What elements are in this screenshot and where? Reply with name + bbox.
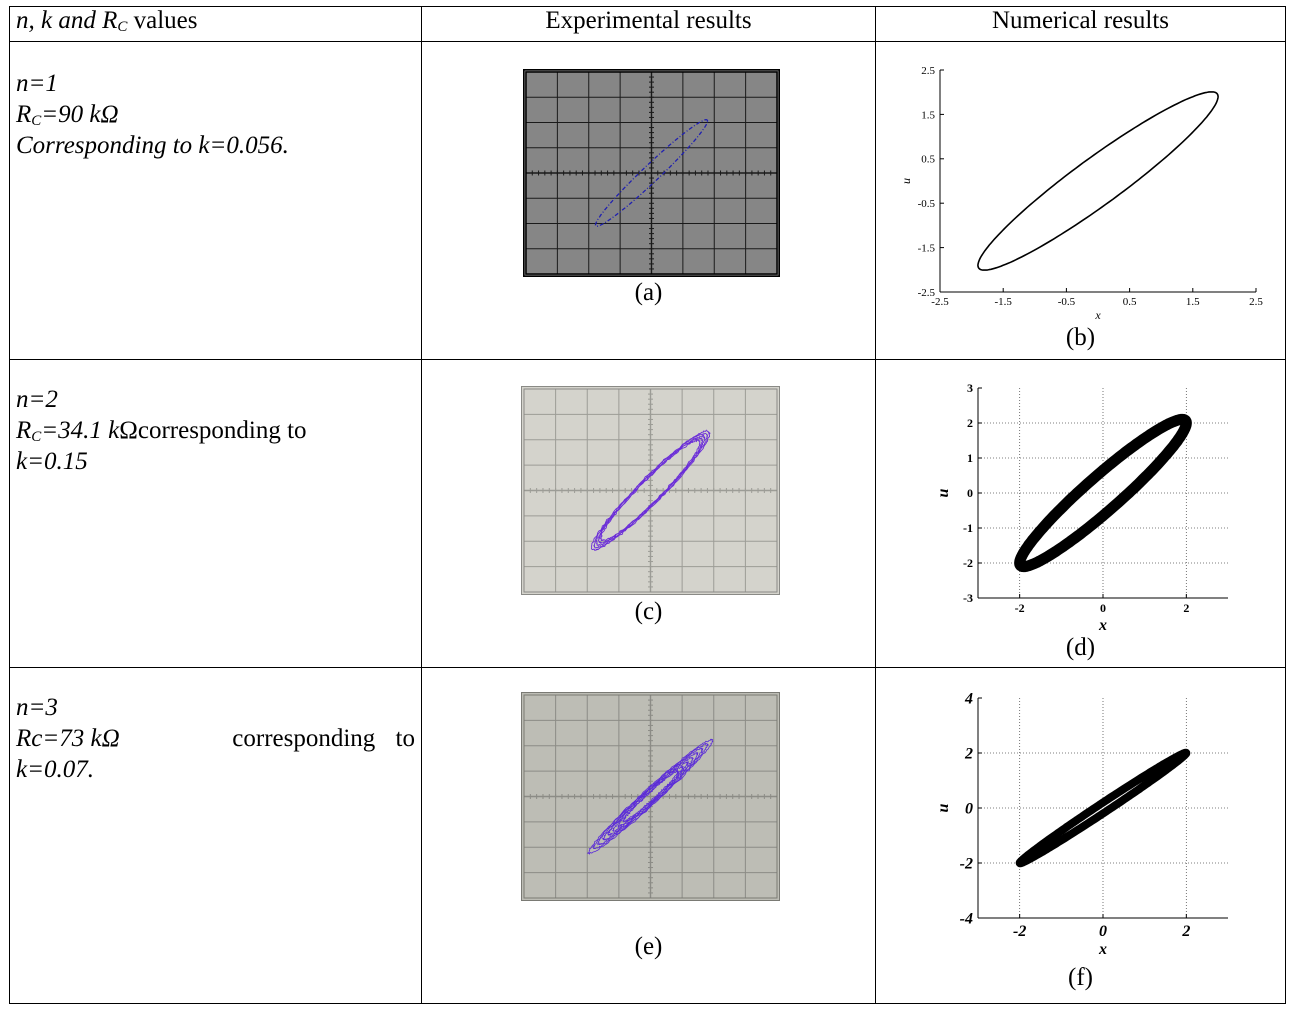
param-rc-subscript: C [31, 113, 41, 129]
param-n: n=3 [16, 692, 415, 723]
oscilloscope-c [521, 386, 780, 595]
y-tick-label: 0.5 [921, 154, 935, 166]
phase-plot-b: -2.5 -1.5 -0.5 0.5 1.5 2.52.51.50.5-0.5-1.5-2… [896, 66, 1276, 321]
numerical-cell: -2.5 -1.5 -0.5 0.5 1.5 2.5 2.5 1.5 0.5 -0.5 -1.5 -2… [876, 42, 1286, 360]
results-table: n, k and RC values Experimental results … [9, 6, 1286, 1004]
table-row: n=2 RC=34.1 kΩcorresponding to k=0.15 (c… [10, 360, 1286, 668]
plot-series-line [978, 92, 1218, 270]
y-tick-label: 4 [964, 692, 973, 708]
plot-frame [940, 70, 1256, 292]
oscilloscope-a [523, 69, 780, 277]
param-k: k=0.07. [16, 754, 415, 785]
x-tick-label: -2 [1015, 601, 1025, 615]
y-tick-label: 2 [967, 416, 973, 430]
x-tick-label: -2 [1013, 923, 1026, 940]
table-row: n=1 RC=90 kΩ Corresponding to k=0.056. (… [10, 42, 1286, 360]
x-axis-label: x [1094, 308, 1101, 321]
param-rc-tail: Ωcorresponding to [119, 417, 306, 444]
y-axis-label: u [936, 803, 952, 812]
x-tick-label: -0.5 [1058, 296, 1076, 308]
param-rc-subscript: C [31, 429, 41, 445]
experimental-cell: (c) [422, 360, 876, 668]
param-rc: RC=34.1 kΩcorresponding to [16, 415, 415, 446]
x-tick-label: 2 [1183, 601, 1189, 615]
header-params-subscript: C [117, 19, 127, 35]
y-tick-label: -2 [960, 856, 973, 873]
x-axis-label: x [1098, 617, 1107, 634]
y-tick-label: 1.5 [921, 109, 935, 121]
y-tick-label: 3 [967, 384, 973, 395]
y-tick-label: 0 [967, 486, 973, 500]
y-tick-label: 2.5 [921, 66, 935, 77]
caption-b: (b) [876, 324, 1285, 352]
table-row: n=3 Rc=73 kΩ corresponding to k=0.07. (e)… [10, 668, 1286, 1004]
param-rc-symbol: R [16, 417, 31, 444]
param-rc-tail: corresponding to [232, 723, 415, 754]
header-numerical: Numerical results [876, 7, 1286, 42]
header-params-suffix: values [127, 7, 197, 34]
param-rc-symbol: R [16, 101, 31, 128]
phase-plot-f: -2 0 2 4 2 0 -2 -4 x u [936, 692, 1236, 957]
header-params: n, k and RC values [10, 7, 422, 42]
param-k: Corresponding to k=0.056. [16, 130, 415, 161]
y-tick-label: 0 [965, 801, 973, 818]
params-cell: n=1 RC=90 kΩ Corresponding to k=0.056. [10, 42, 422, 360]
header-experimental: Experimental results [422, 7, 876, 42]
y-axis-label: u [936, 488, 952, 497]
param-rc-value: =34.1 k [41, 417, 119, 444]
x-tick-label: 2.5 [1249, 296, 1263, 308]
param-rc-value: Rc=73 kΩ [16, 723, 120, 754]
y-tick-label: -2 [963, 556, 973, 570]
experimental-cell: (a) [422, 42, 876, 360]
params-cell: n=3 Rc=73 kΩ corresponding to k=0.07. [10, 668, 422, 1004]
y-tick-label: -0.5 [918, 198, 936, 210]
header-row: n, k and RC values Experimental results … [10, 7, 1286, 42]
param-rc: Rc=73 kΩ corresponding to [16, 723, 415, 754]
param-rc: RC=90 kΩ [16, 99, 415, 130]
oscilloscope-e [521, 692, 780, 901]
y-axis-label: u [899, 178, 913, 184]
x-tick-label: 0 [1100, 601, 1106, 615]
phase-plot-d: -2 0 2 3 2 1 0 -1 -2 -3 x u [936, 384, 1236, 634]
y-tick-label: -4 [960, 911, 973, 928]
x-axis-label: x [1098, 941, 1107, 957]
caption-c: (c) [422, 598, 875, 626]
numerical-cell: -2 0 2 4 2 0 -2 -4 x u (f) [876, 668, 1286, 1004]
param-n: n=1 [16, 68, 415, 99]
caption-a: (a) [422, 279, 875, 307]
numerical-cell: -2 0 2 3 2 1 0 -1 -2 -3 x u (d) [876, 360, 1286, 668]
params-cell: n=2 RC=34.1 kΩcorresponding to k=0.15 [10, 360, 422, 668]
caption-f: (f) [876, 964, 1285, 992]
param-rc-value: =90 kΩ [41, 101, 118, 128]
x-tick-label: -1.5 [994, 296, 1012, 308]
x-tick-label: 1.5 [1186, 296, 1200, 308]
y-tick-label: -1 [963, 521, 973, 535]
header-params-text: n, k and R [16, 7, 117, 34]
y-tick-label: 2 [964, 746, 973, 763]
y-tick-label: -2.5 [918, 287, 936, 299]
y-tick-label: -1.5 [918, 242, 936, 254]
x-tick-label: 0 [1099, 923, 1107, 940]
y-tick-label: 1 [967, 451, 973, 465]
caption-d: (d) [876, 634, 1285, 662]
experimental-cell: (e) [422, 668, 876, 1004]
caption-e: (e) [422, 933, 875, 961]
y-tick-label: -3 [963, 591, 973, 605]
x-tick-label: 2 [1181, 923, 1190, 940]
x-tick-label: 0.5 [1123, 296, 1137, 308]
param-k: k=0.15 [16, 446, 415, 477]
param-n: n=2 [16, 384, 415, 415]
